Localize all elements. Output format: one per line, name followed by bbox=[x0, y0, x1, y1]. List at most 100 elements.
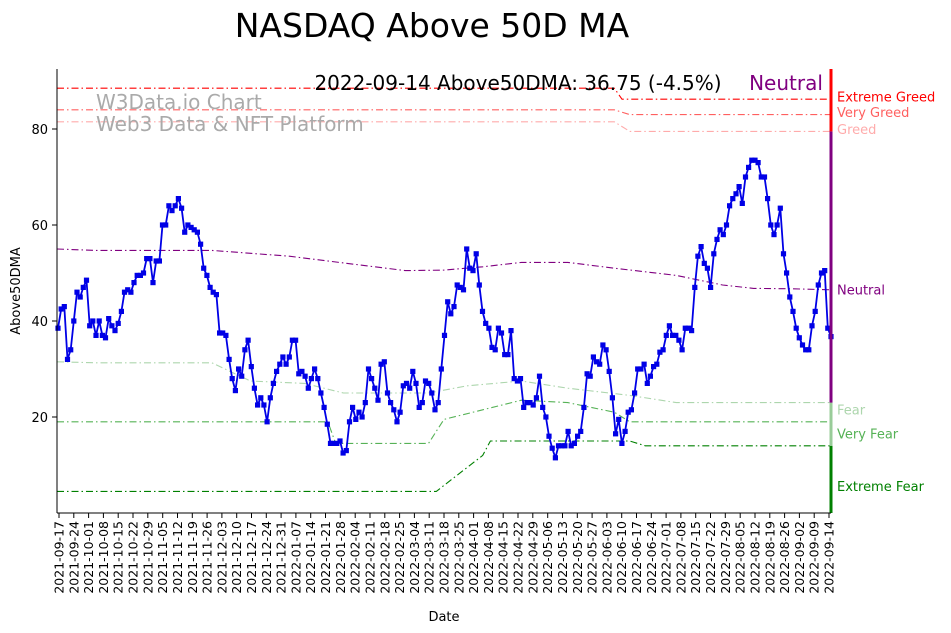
band-line-neutral bbox=[56, 248, 832, 291]
data-point bbox=[201, 265, 207, 271]
x-tick-label: 2022-09-09 bbox=[807, 521, 822, 594]
data-point bbox=[293, 337, 299, 343]
data-point bbox=[619, 440, 625, 446]
data-point bbox=[746, 164, 752, 170]
data-point bbox=[695, 253, 701, 259]
data-point bbox=[448, 311, 454, 317]
data-point bbox=[137, 272, 143, 278]
data-point bbox=[594, 359, 600, 365]
data-point bbox=[140, 270, 147, 276]
data-point bbox=[663, 332, 669, 338]
data-point bbox=[400, 383, 406, 389]
x-tick-label: 2022-06-03 bbox=[599, 521, 614, 594]
data-point bbox=[597, 361, 603, 367]
data-point bbox=[378, 361, 384, 367]
data-point bbox=[774, 222, 780, 228]
band-label-very-fear: Very Fear bbox=[837, 427, 899, 442]
data-point bbox=[296, 371, 302, 377]
x-tick-label: 2022-03-18 bbox=[437, 521, 452, 594]
data-point bbox=[708, 284, 714, 290]
band-label-fear: Fear bbox=[837, 403, 866, 418]
x-tick-label: 2021-10-22 bbox=[126, 521, 141, 594]
data-point bbox=[315, 376, 321, 382]
data-point bbox=[603, 347, 609, 353]
data-point bbox=[584, 371, 590, 377]
data-point bbox=[83, 277, 90, 283]
data-point bbox=[321, 404, 327, 410]
data-point bbox=[353, 416, 359, 422]
data-point bbox=[559, 443, 565, 449]
data-point bbox=[128, 289, 134, 295]
x-tick-label: 2021-11-05 bbox=[155, 521, 170, 594]
x-tick-label: 2022-01-14 bbox=[303, 521, 318, 594]
x-tick-label: 2022-08-12 bbox=[748, 521, 763, 594]
data-point bbox=[118, 308, 124, 314]
data-point bbox=[635, 366, 641, 372]
data-point bbox=[651, 364, 657, 370]
data-point bbox=[239, 373, 245, 379]
data-point bbox=[217, 330, 223, 336]
data-point bbox=[749, 157, 755, 163]
x-tick-label: 2022-09-14 bbox=[822, 521, 837, 594]
data-point bbox=[343, 448, 349, 454]
x-tick-label: 2022-06-24 bbox=[644, 521, 659, 594]
data-point bbox=[191, 227, 197, 233]
headline-text: 2022-09-14 Above50DMA: 36.75 (-4.5%) bbox=[314, 71, 721, 95]
data-point bbox=[530, 402, 536, 408]
band-line-fear bbox=[56, 361, 831, 404]
data-point bbox=[245, 337, 251, 343]
data-point bbox=[761, 174, 768, 180]
data-point bbox=[606, 368, 612, 374]
data-point bbox=[555, 443, 562, 449]
data-point bbox=[432, 407, 438, 413]
x-tick-label: 2022-04-29 bbox=[525, 521, 540, 594]
data-point bbox=[413, 380, 419, 386]
data-point bbox=[156, 258, 162, 264]
data-point bbox=[109, 323, 115, 329]
data-point bbox=[198, 241, 204, 247]
data-point bbox=[514, 378, 520, 384]
data-point bbox=[93, 332, 99, 338]
x-tick-label: 2022-03-11 bbox=[422, 521, 437, 594]
x-tick-label: 2022-07-29 bbox=[718, 521, 733, 594]
data-point bbox=[381, 359, 387, 365]
data-point bbox=[527, 400, 533, 406]
data-point bbox=[277, 361, 283, 367]
data-point bbox=[670, 332, 676, 338]
x-tick-label: 2022-02-25 bbox=[392, 521, 407, 594]
data-point bbox=[369, 376, 375, 382]
data-point bbox=[825, 325, 831, 331]
data-point bbox=[657, 349, 663, 355]
x-tick-label: 2021-10-29 bbox=[140, 521, 155, 594]
data-point bbox=[486, 325, 492, 331]
x-tick-label: 2021-10-08 bbox=[96, 521, 111, 594]
data-point bbox=[590, 354, 596, 360]
x-tick-label: 2022-04-15 bbox=[496, 521, 511, 594]
data-point bbox=[787, 294, 793, 300]
data-point bbox=[571, 440, 577, 446]
data-point bbox=[641, 361, 647, 367]
data-point bbox=[698, 244, 704, 250]
data-point bbox=[172, 203, 178, 209]
data-point bbox=[175, 196, 181, 202]
data-point bbox=[806, 347, 812, 353]
data-point bbox=[407, 385, 413, 391]
x-tick-label: 2022-08-26 bbox=[777, 521, 792, 594]
data-point bbox=[625, 409, 631, 415]
x-tick-label: 2021-12-10 bbox=[229, 521, 244, 594]
data-point bbox=[394, 419, 400, 425]
data-point bbox=[318, 390, 324, 396]
bands bbox=[56, 87, 832, 492]
data-point bbox=[223, 332, 229, 338]
data-point bbox=[723, 222, 730, 228]
data-point bbox=[562, 443, 568, 449]
x-tick-label: 2022-07-01 bbox=[659, 521, 674, 594]
data-point bbox=[568, 443, 574, 449]
x-tick-label: 2021-09-17 bbox=[52, 521, 67, 594]
data-point bbox=[144, 256, 150, 262]
data-point bbox=[397, 409, 403, 415]
data-point bbox=[305, 385, 311, 391]
plot-area bbox=[55, 69, 834, 514]
data-point bbox=[286, 354, 292, 360]
data-point bbox=[134, 272, 140, 278]
